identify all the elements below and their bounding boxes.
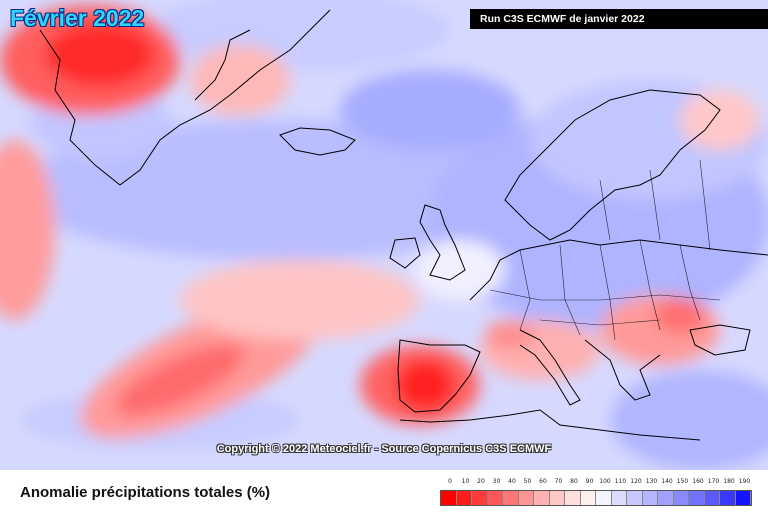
italy-coast <box>519 329 581 406</box>
scandinavia-coast <box>504 89 721 241</box>
legend-labels: 0 10 20 30 40 50 60 70 80 90 100 110 120 130 140 150 160… <box>440 478 760 488</box>
legend-swatch <box>441 491 457 505</box>
legend-bar <box>440 490 752 506</box>
legend-label: 140 <box>661 478 673 485</box>
legend-label: 0 <box>448 478 452 485</box>
north-africa-coast <box>399 409 701 441</box>
run-label: Run C3S ECMWF de janvier 2022 <box>470 9 768 29</box>
copyright-notice: Copyright © 2022 Meteociel.fr - Source C… <box>216 443 552 455</box>
legend-swatch <box>642 491 658 505</box>
legend-swatch <box>689 491 705 505</box>
legend-label: 70 <box>554 478 563 485</box>
legend-label: 100 <box>599 478 611 485</box>
great-britain-coast <box>419 204 466 281</box>
legend-label: 180 <box>723 478 735 485</box>
legend-swatch <box>472 491 488 505</box>
legend-swatch <box>456 491 472 505</box>
legend-label: 20 <box>477 478 485 485</box>
legend-swatch <box>673 491 689 505</box>
legend-label: 150 <box>676 478 689 485</box>
legend-swatch <box>627 491 643 505</box>
legend-swatch <box>580 491 596 505</box>
legend-swatch <box>596 491 612 505</box>
balkans-coast <box>584 339 661 401</box>
iberia-coast <box>397 339 481 413</box>
map-title: Février 2022 <box>10 5 145 31</box>
legend-label: 190 <box>738 478 751 485</box>
legend-swatch <box>534 491 550 505</box>
legend-swatch <box>487 491 503 505</box>
ireland-coast <box>389 237 421 269</box>
map-canvas <box>0 0 768 470</box>
map-caption: Anomalie précipitations totales (%) <box>20 484 271 501</box>
legend-swatch <box>735 491 751 505</box>
legend-label: 130 <box>645 478 658 485</box>
greenland-coast <box>39 9 331 186</box>
legend-label: 160 <box>692 478 704 485</box>
legend-label: 30 <box>492 478 501 485</box>
legend-swatch <box>518 491 534 505</box>
legend-swatch <box>503 491 519 505</box>
legend-swatch <box>549 491 565 505</box>
legend-label: 170 <box>707 478 720 485</box>
legend-swatch <box>565 491 581 505</box>
legend-label: 90 <box>585 478 594 485</box>
iceland-coast <box>279 127 356 156</box>
legend-swatch <box>720 491 736 505</box>
legend-label: 40 <box>508 478 516 485</box>
legend-swatch <box>704 491 720 505</box>
country-borders <box>489 159 721 341</box>
legend-label: 50 <box>523 478 532 485</box>
legend-label: 80 <box>570 478 578 485</box>
coastlines <box>39 9 768 441</box>
black-sea-coast <box>689 324 751 356</box>
europe-north-coast <box>469 239 768 301</box>
legend-label: 10 <box>461 478 470 485</box>
legend-swatch <box>658 491 674 505</box>
precipitation-anomaly-map: Février 2022 Run C3S ECMWF de janvier 20… <box>0 0 768 470</box>
legend-swatch <box>611 491 627 505</box>
legend-label: 120 <box>630 478 642 485</box>
legend-label: 60 <box>539 478 547 485</box>
anomaly-field <box>0 0 768 470</box>
legend-label: 110 <box>614 478 627 485</box>
